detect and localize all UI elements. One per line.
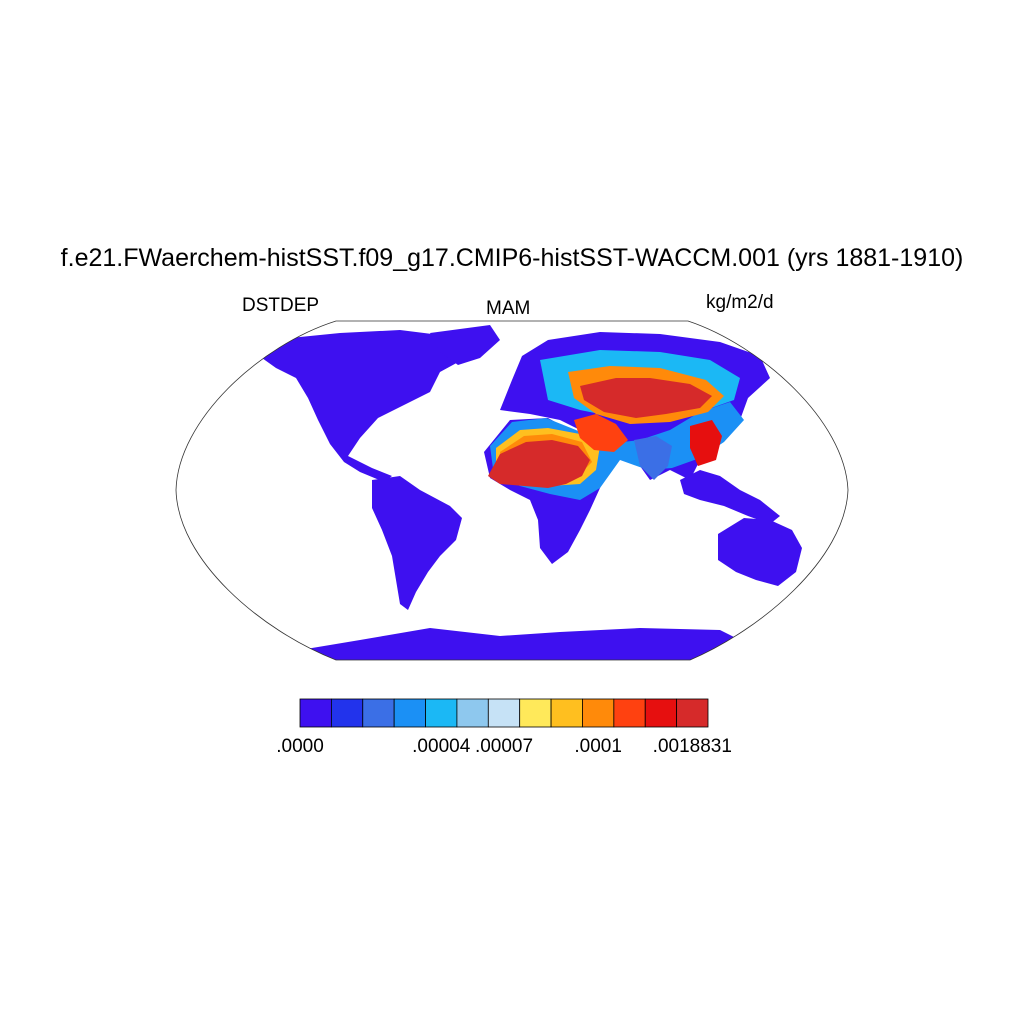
arabia-core	[574, 414, 628, 452]
greenland-region	[430, 325, 500, 365]
colorbar-box-3	[393, 698, 426, 728]
se-asia-region	[680, 470, 780, 524]
figure-title: f.e21.FWaerchem-histSST.f09_g17.CMIP6-hi…	[60, 244, 964, 272]
antarctica-region	[300, 628, 760, 660]
units-label: kg/m2/d	[706, 292, 774, 313]
china-east	[690, 420, 722, 466]
colorbar-label: .00004	[412, 736, 471, 757]
colorbar	[299, 698, 709, 728]
colorbar-label: .0000	[276, 736, 324, 757]
india-region	[634, 436, 672, 480]
south-america-region	[372, 476, 462, 610]
colorbar-box-11	[644, 698, 678, 728]
colorbar-label: .0001	[574, 736, 622, 757]
globe-outline	[175, 320, 849, 661]
colorbar-label: .00007	[474, 736, 534, 757]
colorbar-box-12	[676, 698, 709, 728]
colorbar-box-4	[425, 698, 458, 728]
colorbar-box-6	[487, 698, 521, 728]
colorbar-box-0	[299, 698, 332, 728]
australia-region	[718, 518, 802, 586]
colorbar-box-10	[613, 698, 646, 728]
variable-label: DSTDEP	[242, 295, 320, 316]
colorbar-box-5	[456, 698, 489, 728]
central-asia-core	[580, 378, 712, 418]
colorbar-label: .0018831	[652, 736, 732, 757]
season-label: MAM	[486, 298, 531, 319]
north-america-region	[262, 330, 470, 482]
colorbar-box-7	[519, 698, 552, 728]
colorbar-box-9	[582, 698, 615, 728]
colorbar-box-8	[550, 698, 583, 728]
sahara-core	[488, 440, 590, 488]
colorbar-box-2	[362, 698, 395, 728]
colorbar-box-1	[330, 698, 364, 728]
